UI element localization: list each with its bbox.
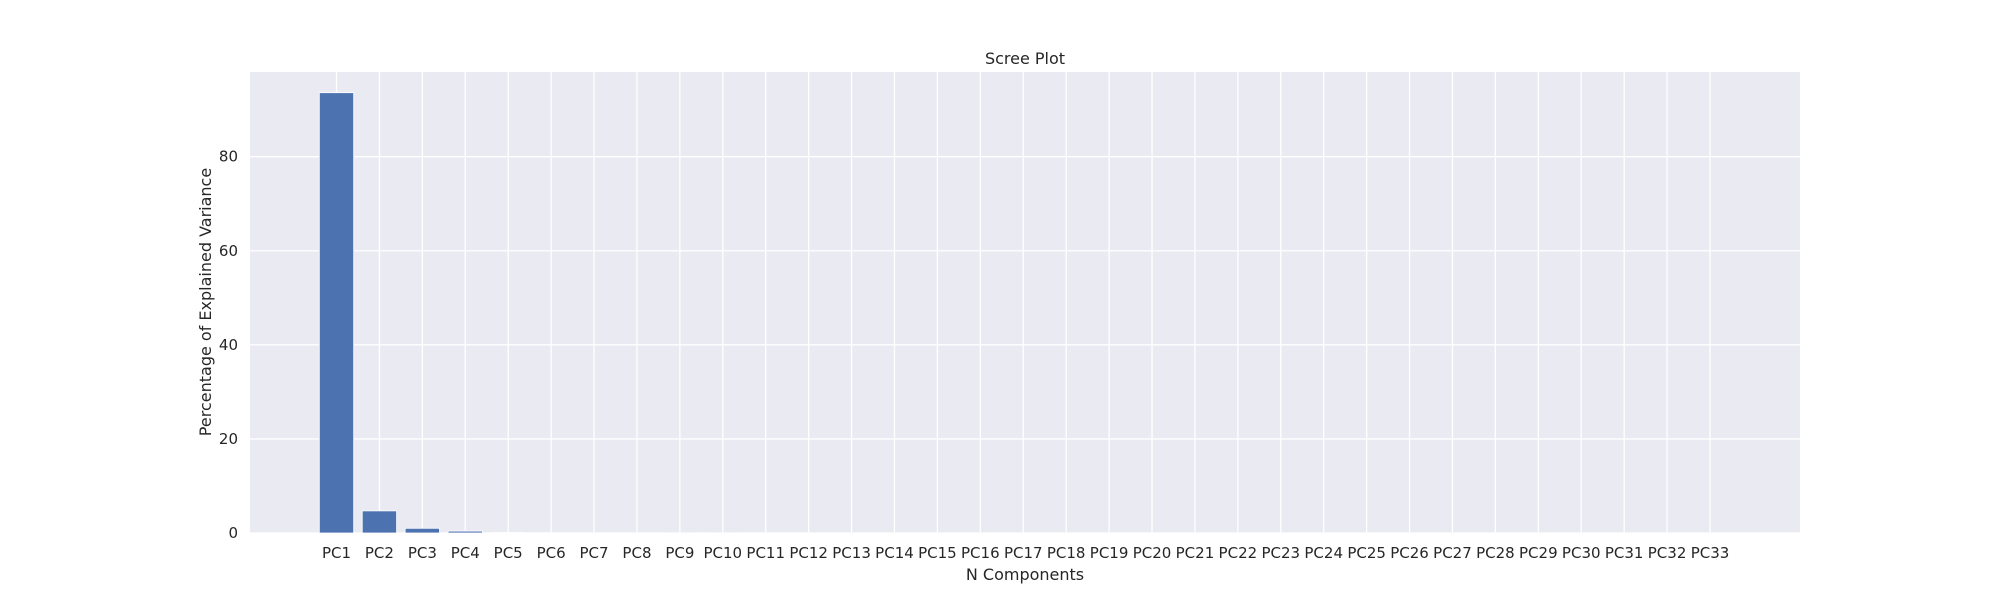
bar-pc2 bbox=[362, 511, 396, 533]
x-tick-label: PC1 bbox=[322, 544, 351, 562]
x-tick-label: PC17 bbox=[1004, 544, 1043, 562]
y-tick-label: 0 bbox=[228, 524, 238, 542]
x-tick-label: PC29 bbox=[1519, 544, 1558, 562]
x-tick-label: PC18 bbox=[1047, 544, 1086, 562]
x-tick-label: PC10 bbox=[703, 544, 742, 562]
x-tick-label: PC12 bbox=[789, 544, 828, 562]
y-tick-label: 40 bbox=[219, 336, 238, 354]
bar-pc3 bbox=[405, 528, 439, 533]
bar-pc1 bbox=[319, 93, 353, 533]
x-tick-labels: PC1 PC2 PC3 PC4 PC5 PC6 PC7 PC8 PC9 PC10 PC11 PC12 P… bbox=[322, 544, 1729, 562]
x-tick-label: PC9 bbox=[665, 544, 694, 562]
x-tick-label: PC7 bbox=[580, 544, 609, 562]
bar-pc4 bbox=[448, 531, 482, 533]
x-tick-label: PC3 bbox=[408, 544, 437, 562]
y-tick-label: 60 bbox=[219, 242, 238, 260]
x-tick-label: PC4 bbox=[451, 544, 480, 562]
x-tick-label: PC26 bbox=[1390, 544, 1429, 562]
y-tick-label: 20 bbox=[219, 430, 238, 448]
x-tick-label: PC6 bbox=[537, 544, 566, 562]
y-tick-label: 80 bbox=[219, 148, 238, 166]
x-tick-label: PC25 bbox=[1347, 544, 1386, 562]
x-tick-label: PC27 bbox=[1433, 544, 1472, 562]
x-tick-label: PC24 bbox=[1304, 544, 1343, 562]
x-tick-label: PC11 bbox=[746, 544, 785, 562]
x-tick-label: PC30 bbox=[1562, 544, 1601, 562]
x-tick-label: PC14 bbox=[875, 544, 914, 562]
x-tick-label: PC22 bbox=[1219, 544, 1258, 562]
x-tick-label: PC19 bbox=[1090, 544, 1129, 562]
x-tick-label: PC13 bbox=[832, 544, 871, 562]
x-tick-label: PC31 bbox=[1605, 544, 1644, 562]
x-tick-label: PC20 bbox=[1133, 544, 1172, 562]
x-tick-label: PC28 bbox=[1476, 544, 1515, 562]
chart-title: Scree Plot bbox=[985, 49, 1065, 68]
x-tick-label: PC5 bbox=[494, 544, 523, 562]
y-axis-label: Percentage of Explained Variance bbox=[196, 168, 215, 436]
x-tick-label: PC8 bbox=[622, 544, 651, 562]
x-tick-label: PC33 bbox=[1691, 544, 1730, 562]
x-tick-label: PC32 bbox=[1648, 544, 1687, 562]
plot-area-background bbox=[250, 72, 1800, 533]
x-axis-label: N Components bbox=[966, 565, 1084, 584]
x-tick-label: PC16 bbox=[961, 544, 1000, 562]
x-tick-label: PC15 bbox=[918, 544, 957, 562]
x-tick-label: PC21 bbox=[1176, 544, 1215, 562]
y-tick-labels: 0 20 40 60 80 bbox=[219, 148, 238, 542]
x-tick-label: PC23 bbox=[1261, 544, 1300, 562]
x-tick-label: PC2 bbox=[365, 544, 394, 562]
